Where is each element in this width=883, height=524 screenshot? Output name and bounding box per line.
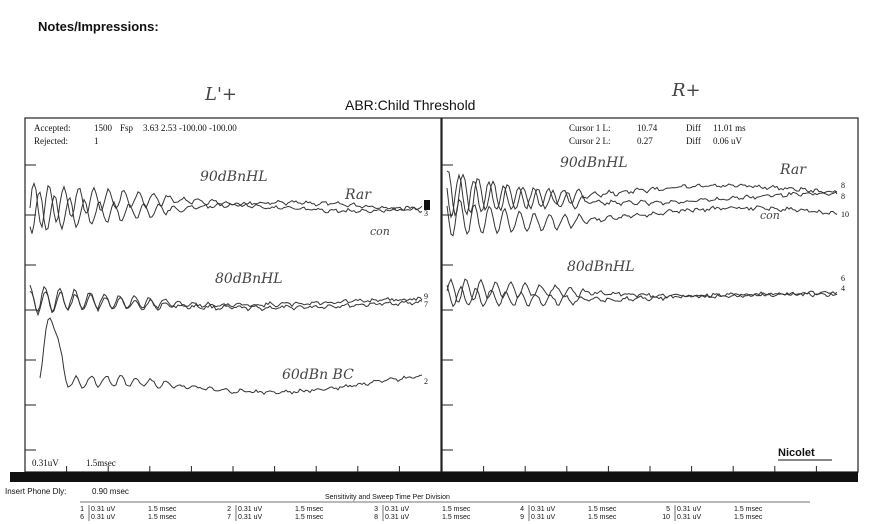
table-title: Sensitivity and Sweep Time Per Division <box>325 494 450 501</box>
brand: Nicolet <box>778 447 815 459</box>
sweep-label: 1.5msec <box>86 458 116 468</box>
trace-label: 4 <box>841 284 845 293</box>
sweep-time: 1.5 msec <box>148 514 177 521</box>
waveform <box>446 277 838 303</box>
sensitivity: 0.31 uV <box>677 514 702 521</box>
sweep-time: 1.5 msec <box>295 506 324 513</box>
sweep-time: 1.5 msec <box>148 506 177 513</box>
channel-number: 10 <box>662 514 670 521</box>
trace-label: 2 <box>424 377 428 386</box>
handwritten-note: Rar <box>780 162 806 178</box>
handwritten-note: 80dBnHL <box>567 259 635 275</box>
handwritten-note: R+ <box>672 80 701 101</box>
waveform <box>446 170 838 217</box>
trace-label: 9 <box>424 292 428 301</box>
handwritten-note: Rar <box>345 187 371 203</box>
waveform <box>39 317 423 396</box>
channel-number: 3 <box>374 506 378 513</box>
trace-label: 8 <box>841 192 845 201</box>
channel-number: 9 <box>520 514 524 521</box>
info-label: Rejected: <box>34 136 68 146</box>
sensitivity: 0.31 uV <box>677 506 702 513</box>
delay-label: Insert Phone Dly: <box>5 487 67 496</box>
handwritten-note: 80dBnHL <box>215 271 283 287</box>
channel-number: 4 <box>520 506 524 513</box>
info-value: 1500 <box>94 123 112 133</box>
channel-number: 1 <box>80 506 84 513</box>
waveform <box>29 290 423 317</box>
sensitivity: 0.31 uV <box>238 514 263 521</box>
scale-label: 0.31uV <box>32 458 59 468</box>
sweep-time: 1.5 msec <box>734 506 763 513</box>
handwritten-note: 90dBnHL <box>200 169 268 185</box>
cursor-label: Cursor 1 L: <box>569 123 611 133</box>
info-value: 1 <box>94 136 99 146</box>
notes-label: Notes/Impressions: <box>38 19 159 34</box>
sensitivity: 0.31 uV <box>91 506 116 513</box>
handwritten-note: con <box>760 209 780 222</box>
sweep-time: 1.5 msec <box>588 514 617 521</box>
sensitivity: 0.31 uV <box>531 514 556 521</box>
sweep-time: 1.5 msec <box>588 506 617 513</box>
trace-label: 7 <box>424 300 428 309</box>
report-title: ABR:Child Threshold <box>345 97 476 113</box>
handwritten-note: con <box>370 225 390 238</box>
sensitivity: 0.31 uV <box>91 514 116 521</box>
channel-number: 2 <box>227 506 231 513</box>
handwritten-note: 60dBn BC <box>282 367 354 383</box>
cursor-value: 11.01 ms <box>713 123 746 133</box>
waveform <box>446 284 838 308</box>
channel-number: 6 <box>80 514 84 521</box>
sweep-time: 1.5 msec <box>442 506 471 513</box>
cursor-label: Cursor 2 L: <box>569 136 611 146</box>
sensitivity: 0.31 uV <box>385 514 410 521</box>
channel-number: 5 <box>666 506 670 513</box>
info-label: Accepted: <box>34 123 71 133</box>
cursor-value: 0.27 <box>637 136 653 146</box>
handwritten-note: 90dBnHL <box>560 155 628 171</box>
sensitivity: 0.31 uV <box>385 506 410 513</box>
sweep-time: 1.5 msec <box>295 514 324 521</box>
sensitivity: 0.31 uV <box>531 506 556 513</box>
trace-label: 8 <box>841 181 845 190</box>
trace-label: 10 <box>841 210 849 219</box>
sensitivity: 0.31 uV <box>238 506 263 513</box>
cursor-label: Diff <box>686 123 701 133</box>
waveform <box>446 173 838 219</box>
sweep-time: 1.5 msec <box>734 514 763 521</box>
waveform <box>29 191 423 234</box>
sweep-time: 1.5 msec <box>442 514 471 521</box>
cursor-value: 10.74 <box>637 123 658 133</box>
waveform <box>29 181 423 229</box>
info-value: 3.63 2.53 -100.00 -100.00 <box>143 123 237 133</box>
channel-number: 7 <box>227 514 231 521</box>
info-label: Fsp <box>120 123 134 133</box>
cursor-value: 0.06 uV <box>713 136 742 146</box>
delay-value: 0.90 msec <box>92 487 129 496</box>
handwritten-note: L'+ <box>205 84 237 105</box>
channel-number: 8 <box>374 514 378 521</box>
trace-label: 6 <box>841 274 845 283</box>
cursor-label: Diff <box>686 136 701 146</box>
waveform <box>446 198 838 237</box>
bottom-bar <box>10 472 858 482</box>
trace-label: 3 <box>424 209 428 218</box>
marker <box>424 200 430 210</box>
